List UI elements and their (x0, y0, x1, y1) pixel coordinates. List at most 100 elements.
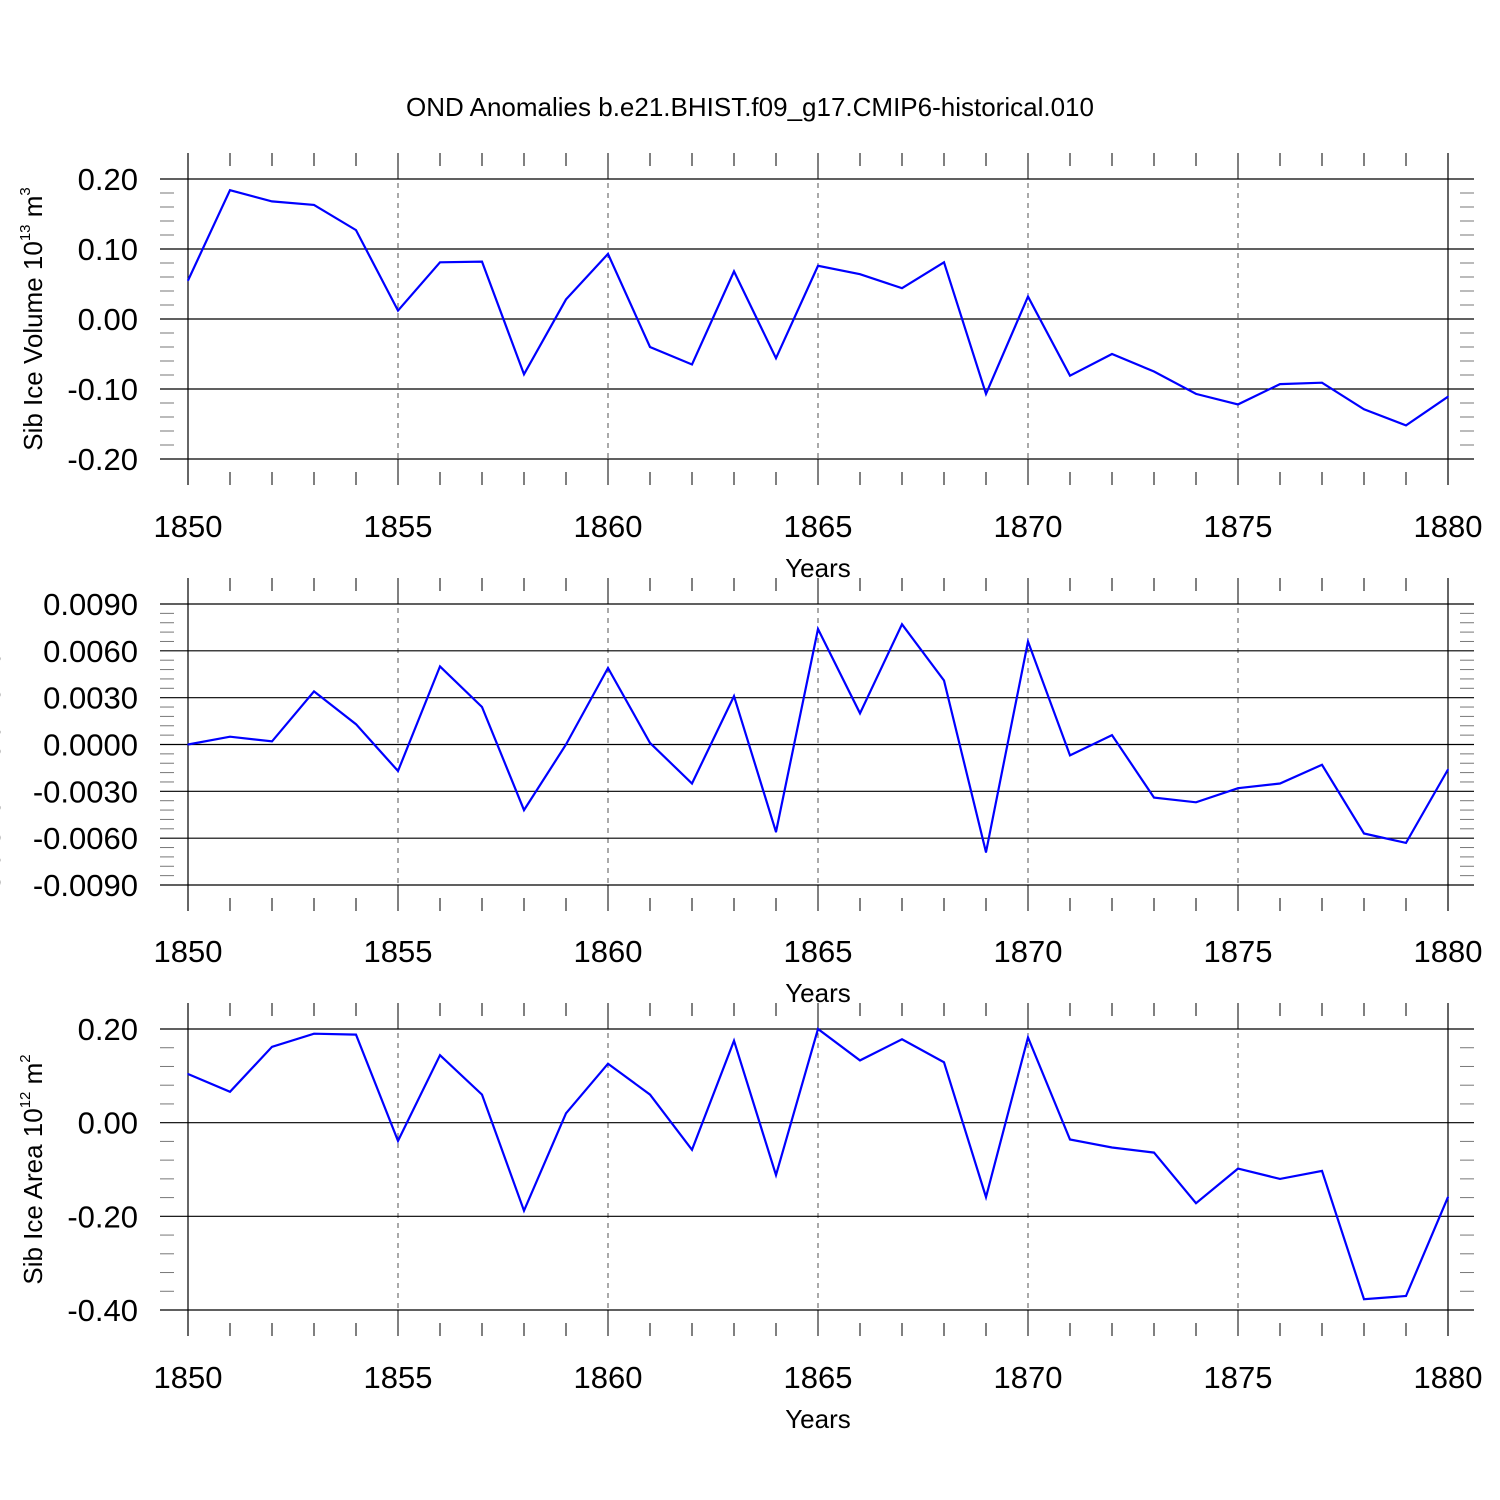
x-tick-label: 1850 (154, 509, 223, 544)
data-point (1027, 1036, 1029, 1039)
x-tick-label: 1880 (1414, 1360, 1483, 1395)
data-point (859, 712, 861, 715)
data-point (1237, 403, 1239, 406)
panel-1: -0.20 -0.10 0.00 0.10 0.20 1850 1855 1860 1865 18… (17, 153, 1482, 583)
data-point (859, 1059, 861, 1062)
data-point (271, 740, 273, 743)
data-point (733, 695, 735, 697)
data-point (1069, 374, 1071, 377)
data-point (1027, 640, 1029, 643)
y-tick-label: 0.00 (78, 1106, 138, 1141)
y-axis-label: Sib Snow Volume 1013 m3 (0, 598, 6, 892)
data-point (733, 1039, 735, 1042)
x-tick-label: 1870 (994, 934, 1063, 969)
data-point (1363, 1298, 1365, 1301)
data-point (985, 851, 987, 854)
data-point (607, 253, 609, 255)
data-point (523, 809, 525, 811)
y-tick-label: -0.10 (67, 372, 138, 407)
data-point (439, 261, 441, 264)
data-point (1111, 353, 1113, 355)
data-point (1027, 295, 1029, 298)
data-point (1363, 408, 1365, 411)
y-tick-label: 0.10 (78, 232, 138, 267)
data-point (1321, 763, 1323, 766)
x-tick-label: 1865 (784, 1360, 853, 1395)
panel-2: -0.0090 -0.0060 -0.0030 0.0000 0.0030 0.0060 0… (0, 578, 1482, 1008)
y-axis-label: Sib Ice Volume 1013 m3 (17, 187, 48, 451)
data-point (901, 1038, 903, 1041)
data-point (901, 623, 903, 626)
data-point (187, 1073, 189, 1075)
data-point (271, 1045, 273, 1048)
data-point (187, 743, 189, 746)
data-point (523, 1209, 525, 1212)
data-point (691, 363, 693, 366)
x-tick-label: 1880 (1414, 934, 1483, 969)
data-point (1195, 393, 1197, 395)
data-point (943, 1061, 945, 1064)
data-point (1069, 1138, 1071, 1141)
y-tick-label: 0.00 (78, 302, 138, 337)
data-point (1279, 782, 1281, 785)
data-point (1111, 734, 1113, 736)
data-point (1321, 381, 1323, 384)
data-point (901, 287, 903, 290)
data-point (817, 265, 819, 267)
data-point (733, 270, 735, 273)
data-point (397, 770, 399, 772)
x-tick-label: 1875 (1204, 934, 1273, 969)
data-point (1279, 1178, 1281, 1180)
data-point (775, 1174, 777, 1176)
data-point (1195, 1202, 1197, 1205)
x-tick-label: 1860 (574, 1360, 643, 1395)
y-tick-label: 0.20 (78, 1012, 138, 1047)
data-point (1321, 1170, 1323, 1172)
data-point (565, 1112, 567, 1115)
data-point (355, 1033, 357, 1036)
y-tick-label: -0.0030 (33, 774, 138, 809)
data-point (397, 1140, 399, 1142)
data-point (271, 200, 273, 203)
y-tick-label: -0.0060 (33, 821, 138, 856)
data-point (439, 1054, 441, 1057)
data-point (1237, 787, 1239, 790)
x-tick-label: 1870 (994, 509, 1063, 544)
data-point (1447, 395, 1449, 398)
data-point (691, 1149, 693, 1151)
data-point (943, 261, 945, 264)
data-point (1363, 832, 1365, 835)
x-tick-label: 1855 (364, 934, 433, 969)
x-tick-label: 1850 (154, 934, 223, 969)
y-tick-label: 0.0060 (43, 634, 138, 669)
y-axis-label: Sib Ice Area 1012 m2 (17, 1054, 48, 1284)
y-tick-label: 0.20 (78, 162, 138, 197)
data-point (397, 309, 399, 312)
data-point (1153, 796, 1155, 799)
data-point (187, 279, 189, 282)
data-point (229, 1090, 231, 1093)
panel-3: -0.40 -0.20 0.00 0.20 1850 1855 1860 1865 1870 18… (17, 1003, 1482, 1434)
y-tick-label: -0.40 (67, 1293, 138, 1328)
data-point (439, 665, 441, 668)
data-point (649, 1093, 651, 1096)
data-point (1153, 1151, 1155, 1154)
x-tick-label: 1865 (784, 934, 853, 969)
data-point (565, 743, 567, 746)
data-point (1237, 1167, 1239, 1170)
data-point (1447, 768, 1449, 771)
x-tick-label: 1875 (1204, 1360, 1273, 1395)
data-point (313, 690, 315, 693)
data-point (1195, 801, 1197, 804)
data-point (817, 1028, 819, 1030)
x-tick-label: 1860 (574, 934, 643, 969)
data-point (607, 667, 609, 669)
y-tick-label: -0.0090 (33, 868, 138, 903)
data-point (1447, 1196, 1449, 1198)
data-point (313, 1032, 315, 1035)
x-tick-label: 1880 (1414, 509, 1483, 544)
chart-title: OND Anomalies b.e21.BHIST.f09_g17.CMIP6-… (406, 92, 1094, 122)
data-point (229, 189, 231, 191)
data-point (355, 229, 357, 231)
x-axis-label: Years (785, 1404, 851, 1434)
